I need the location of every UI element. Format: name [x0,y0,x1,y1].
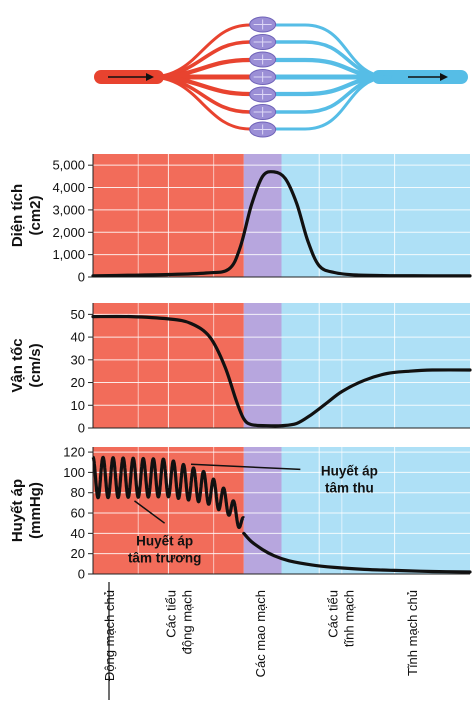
region-label-text: Các tiểu [163,590,178,638]
region-axis: Động mạch chủ Các tiểu động mạch Các mao mạ… [102,582,420,700]
region-label-aorta: Động mạch chủ [102,590,117,681]
y-tick-label: 3,000 [52,202,85,217]
capillary-mesh [253,72,272,82]
capillary-mesh [253,19,272,30]
region-label-text: động mạch [179,590,194,654]
region-label-capillaries: Các mao mạch [253,590,268,677]
arrow-in-head [146,73,154,81]
y-axis-title: (mmHg) [27,482,44,539]
vein-branch [269,75,392,131]
artery-branch [148,75,257,131]
region-band-venules [281,303,395,428]
y-tick-label: 5,000 [52,158,85,173]
region-band-aorta [93,154,169,277]
region-label-venules: Các tiểu tĩnh mạch [326,590,357,647]
y-tick-label: 60 [71,506,85,521]
arrow-right-icon [108,73,154,81]
capillary-mesh [253,124,272,135]
capillary-mesh [253,37,272,47]
arterial-branches [147,23,258,131]
pressure-tail-curve [242,531,472,574]
chart-panel-velocity: 0 10 20 30 40 50 Vận tốc (cm/s) [9,303,472,436]
annotation-text: tâm thu [325,480,374,495]
annotation-text: Huyết áp [136,534,193,549]
systolic-pointer-line [190,463,301,471]
region-band-arterioles [168,154,244,277]
capillary-mesh [253,54,272,65]
y-tick-label: 20 [71,375,85,390]
annotation-text: tâm trương [128,551,201,566]
y-axis-title: Diện tích [9,184,26,247]
annotation-systolic: Huyết áp tâm thu [321,463,378,495]
y-tick-label: 10 [71,398,85,413]
y-axis-title: Huyết áp [9,479,26,542]
area-curve [91,170,472,278]
region-label-text: Tĩnh mạch chủ [405,590,420,676]
region-band-vena_cava [394,447,470,574]
capillary-mesh [253,89,272,100]
region-label-arterioles: Các tiểu động mạch [163,590,194,654]
y-tick-label: 2,000 [52,225,85,240]
chart-panel-area: 0 1,000 2,000 3,000 4,000 5,000 Diện tích (cm2) [9,154,472,285]
arrow-out-head [440,73,448,81]
artery-branch [147,57,257,80]
capillary-mesh [253,107,272,117]
region-label-text: Các tiểu [326,590,341,638]
vein-branch [268,57,393,80]
annotation-diastolic: Huyết áp tâm trương [128,534,201,566]
gridlines [93,154,470,277]
region-band-venules [281,154,395,277]
y-axis-title: (cm/s) [27,343,44,387]
region-band-arterioles [168,303,244,428]
capillary-beds [249,16,277,138]
vein-branch [269,23,392,79]
region-band-vena_cava [394,303,470,428]
region-label-text: Các mao mạch [253,590,268,677]
y-tick-label: 0 [78,270,85,285]
region-label-text: Động mạch chủ [102,590,117,681]
y-tick-label: 0 [78,567,85,582]
vessel-diagram [94,16,468,138]
region-label-text: tĩnh mạch [342,590,357,647]
gridlines [93,303,470,428]
y-axis-title: Vận tốc [9,338,26,392]
annotation-text: Huyết áp [321,463,378,478]
region-band-vena_cava [394,154,470,277]
y-tick-label: 120 [63,445,85,460]
region-label-vena_cava: Tĩnh mạch chủ [405,590,420,676]
velocity-curve [91,314,472,428]
chart-panels: 0 1,000 2,000 3,000 4,000 5,000 Diện tích (cm2)… [9,154,472,582]
y-tick-label: 50 [71,307,85,322]
arrow-right-icon [408,73,448,81]
diastolic-pointer-line [134,500,166,524]
venous-branches [268,23,393,131]
y-axis-title: (cm2) [27,195,44,235]
y-tick-label: 40 [71,526,85,541]
pressure-pulse-curve [91,455,246,530]
y-tick-label: 80 [71,485,85,500]
region-band-venules [281,447,395,574]
y-tick-label: 30 [71,352,85,367]
region-band-capillaries [243,303,282,428]
y-tick-label: 40 [71,330,85,345]
y-tick-label: 0 [78,421,85,436]
y-tick-label: 100 [63,465,85,480]
y-tick-label: 20 [71,546,85,561]
y-tick-label: 1,000 [52,247,85,262]
y-tick-label: 4,000 [52,180,85,195]
region-band-aorta [93,303,169,428]
